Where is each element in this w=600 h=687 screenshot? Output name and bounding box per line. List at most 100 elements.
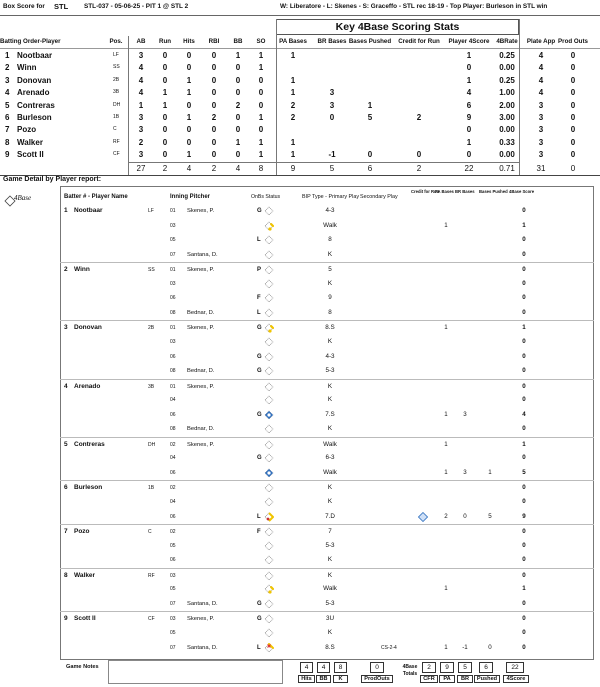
box-score-row: 1 Nootbaar LF 3 0 0 0 1 1 1 1 0.25 4 0: [0, 50, 600, 61]
plate-appearance-row: 06 G 7.S 1 3 4: [60, 408, 594, 422]
detail-sc: 1: [522, 221, 526, 229]
stat-po: 0: [570, 88, 576, 98]
plate-appearance-row: 03 Walk 1 1: [60, 219, 594, 233]
col-4brate: 4BRate: [496, 38, 518, 45]
col-bp: Bases Pushed: [479, 189, 508, 194]
total-po: 0: [570, 164, 576, 173]
secondary-play: CS-2-4: [381, 644, 397, 651]
detail-pa: 1: [444, 643, 448, 651]
primary-play: 5-3: [325, 599, 335, 607]
cap-k: K: [333, 675, 348, 683]
detail-sc: 5: [522, 468, 526, 476]
stat-so: 1: [258, 113, 264, 122]
detail-sc: 0: [522, 207, 526, 214]
plate-appearance-row: 2 Winn SS 01 Skenes, P. P 5 0: [60, 262, 594, 276]
stat-so: 1: [258, 63, 264, 73]
onbase-diamond-icon: [264, 614, 274, 624]
bip-type: G: [257, 455, 262, 462]
stat-p4: 0: [466, 125, 472, 135]
plate-appearance-row: 05 5-3 0: [60, 539, 594, 553]
primary-play: K: [327, 498, 333, 505]
batter-position: 2B: [148, 325, 155, 332]
totals-label: 4Base Totals: [402, 664, 418, 677]
game-detail-table: [60, 186, 594, 660]
plate-appearance-row: 08 Bednar, D. L 8 0: [60, 306, 594, 320]
stat-run: 0: [162, 113, 168, 122]
player-name: Pozo: [17, 125, 37, 135]
inning: 06: [170, 557, 176, 564]
stat-cfr: 2: [416, 113, 422, 122]
detail-sc: 0: [522, 308, 526, 316]
sum-pa: 9: [440, 662, 454, 673]
onbase-diamond-icon: [264, 352, 274, 362]
batter-number: 7: [64, 528, 68, 536]
inning: 08: [170, 309, 176, 316]
col-so: SO: [256, 38, 266, 45]
pitching-summary: W: Liberatore - L: Skenes - S: Graceffo …: [280, 3, 548, 10]
box-score-row: 6 Burleson 1B 3 0 1 2 0 1 2 0 5 2 9 3.00 3 0: [0, 112, 600, 123]
detail-sc: 0: [522, 279, 526, 287]
bip-type: P: [257, 267, 262, 274]
plate-appearance-row: 9 Scott II CF 03 Skenes, P. G 3U 0: [60, 611, 594, 625]
inning: 04: [170, 499, 176, 505]
stat-rbi: 0: [211, 63, 217, 73]
detail-pa: 1: [444, 324, 448, 332]
onbase-diamond-icon: [264, 584, 275, 594]
stat-bb: 2: [235, 100, 241, 110]
inning: 03: [170, 280, 176, 287]
col-br: BR Bases: [455, 189, 475, 194]
stat-bb: 0: [235, 125, 241, 135]
stat-app: 4: [538, 63, 544, 73]
inning: 06: [170, 513, 176, 520]
total-bp: 6: [367, 164, 373, 173]
total-bb: 4: [235, 164, 241, 173]
detail-pa: 1: [444, 440, 448, 448]
box-score-totals: 27 2 4 2 4 8 9 5 6 2 22 0.71 31 0: [0, 163, 600, 175]
stat-app: 3: [538, 113, 544, 122]
stat-ab: 3: [138, 113, 144, 122]
inning: 05: [170, 629, 176, 636]
onbase-diamond-icon: [264, 337, 274, 347]
stat-app: 3: [538, 150, 544, 160]
pitcher-name: Skenes, P.: [187, 383, 215, 390]
pitcher-name: Skenes, P.: [187, 267, 215, 274]
plate-appearance-row: 05 Walk 1 1: [60, 582, 594, 596]
stat-ab: 3: [138, 125, 144, 135]
col-prod-outs: Prod Outs: [558, 38, 588, 45]
logo-text: 4Base: [14, 194, 32, 202]
inning: 05: [170, 542, 176, 549]
4base-logo: 4Base: [4, 194, 40, 208]
total-p4: 22: [464, 164, 474, 173]
inning: 01: [170, 267, 176, 274]
stat-rbi: 0: [211, 137, 217, 147]
plate-appearance-row: 04 G 6-3 0: [60, 451, 594, 465]
inning: 05: [170, 237, 176, 244]
onbase-diamond-icon: [264, 483, 274, 493]
stat-so: 0: [258, 100, 264, 110]
primary-play: 4-3: [325, 207, 335, 214]
cap-pushed: Pushed: [474, 675, 500, 683]
stat-p4: 0: [466, 63, 472, 73]
detail-sc: 0: [522, 236, 526, 244]
bip-type: G: [257, 616, 262, 623]
primary-play: 5-3: [325, 541, 335, 549]
primary-play: 8: [328, 236, 332, 244]
inning: 07: [170, 600, 176, 607]
diamond-logo-icon: [4, 195, 16, 207]
batter-number: 5: [64, 440, 68, 448]
bip-type: L: [257, 309, 261, 316]
onbase-diamond-icon: [264, 293, 274, 303]
game-notes-box[interactable]: [108, 660, 283, 684]
stat-rbi: 0: [211, 100, 217, 110]
primary-play: K: [327, 571, 333, 579]
stat-rbi: 0: [211, 75, 217, 85]
col-br-bases: BR Bases: [317, 38, 347, 45]
onbase-diamond-icon: [264, 221, 275, 231]
player-name: Winn: [17, 63, 37, 73]
onbase-diamond-icon: [264, 497, 274, 507]
total-rbi: 2: [211, 164, 217, 173]
stat-br: 0: [329, 113, 335, 122]
plate-appearance-row: 07 Santana, D. G 5-3 0: [60, 597, 594, 611]
detail-sc: 1: [522, 585, 526, 593]
bip-type: F: [257, 529, 261, 536]
